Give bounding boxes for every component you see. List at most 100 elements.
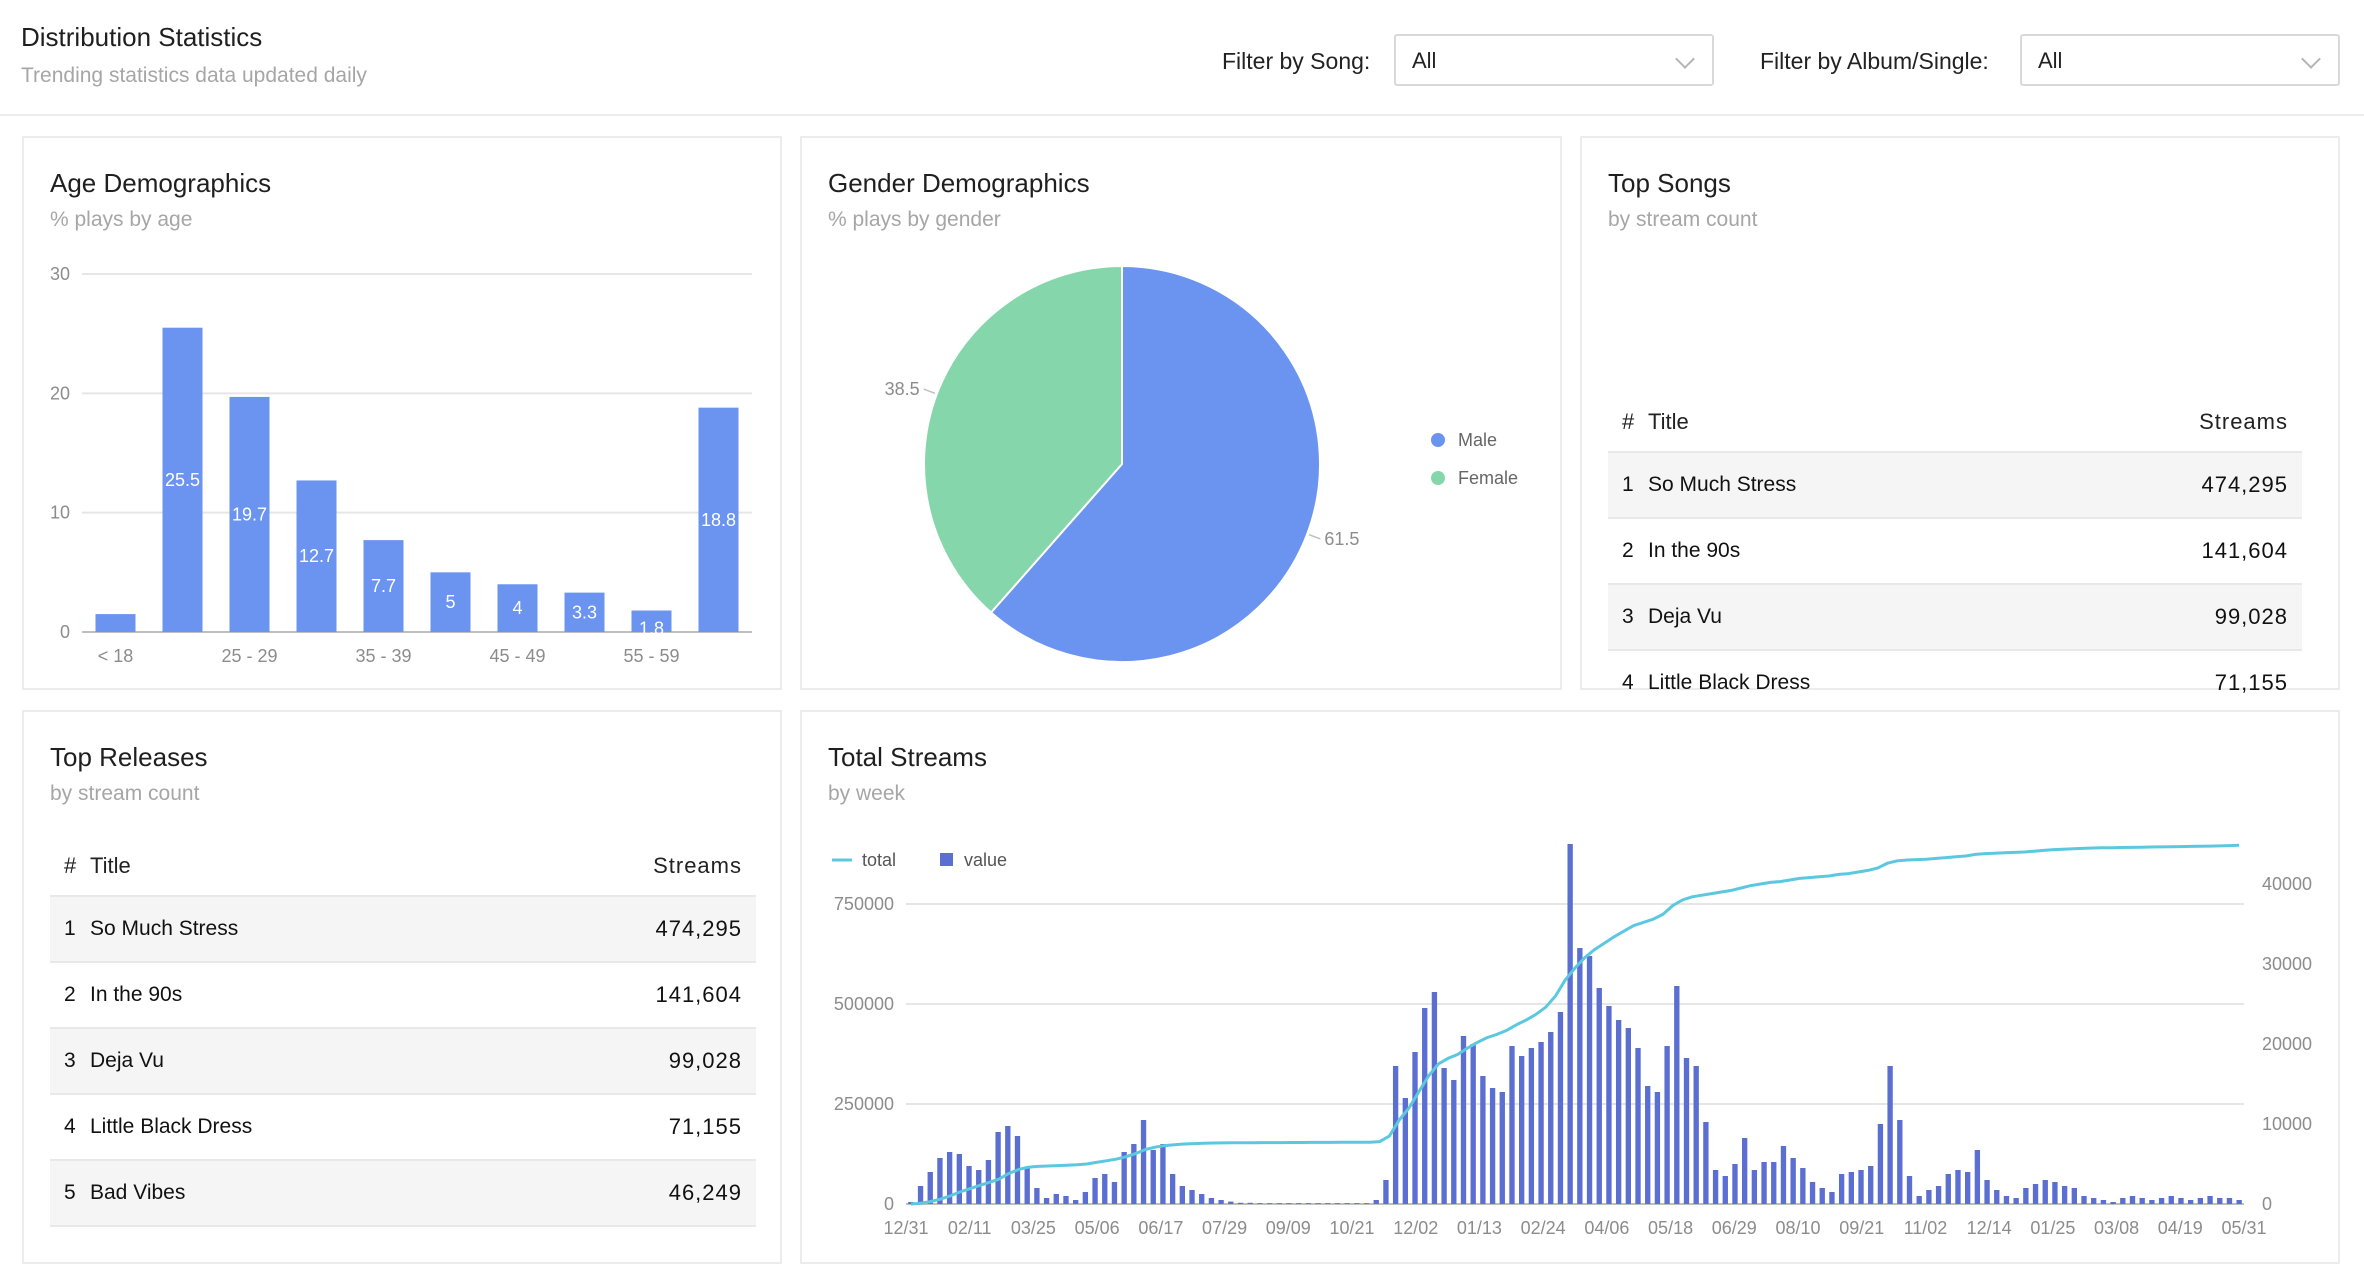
stream-bar[interactable] [1945, 1174, 1951, 1204]
stream-bar[interactable] [2158, 1198, 2165, 1204]
stream-bar[interactable] [956, 1154, 962, 1204]
filter-album-select[interactable]: All [2020, 34, 2340, 86]
stream-bar[interactable] [1751, 1170, 1758, 1204]
stream-bar[interactable] [1422, 1008, 1428, 1204]
stream-bar[interactable] [1286, 1203, 1292, 1204]
stream-bar[interactable] [1654, 1092, 1661, 1204]
stream-bar[interactable] [1596, 988, 1602, 1204]
stream-bar[interactable] [1877, 1124, 1884, 1204]
stream-bar[interactable] [1276, 1203, 1282, 1204]
stream-bar[interactable] [1674, 986, 1680, 1204]
age-bar[interactable] [698, 407, 739, 632]
stream-bar[interactable] [1519, 1056, 1525, 1204]
stream-bar[interactable] [1965, 1172, 1971, 1204]
table-row[interactable]: 3 Deja Vu 99,028 [1608, 584, 2302, 651]
stream-bar[interactable] [1247, 1202, 1253, 1204]
stream-bar[interactable] [1402, 1098, 1408, 1204]
stream-bar[interactable] [1635, 1048, 1641, 1204]
stream-bar[interactable] [995, 1132, 1001, 1204]
stream-bar[interactable] [1160, 1144, 1166, 1204]
stream-bar[interactable] [1228, 1201, 1234, 1204]
stream-bar[interactable] [1325, 1203, 1331, 1204]
stream-bar[interactable] [1189, 1190, 1195, 1204]
stream-bar[interactable] [2217, 1198, 2223, 1204]
stream-bar[interactable] [1140, 1120, 1147, 1204]
stream-bar[interactable] [1441, 1068, 1447, 1204]
stream-bar[interactable] [1237, 1202, 1244, 1204]
age-bar[interactable] [631, 610, 672, 632]
stream-bar[interactable] [937, 1158, 943, 1204]
stream-bar[interactable] [1412, 1052, 1418, 1204]
stream-bar[interactable] [1897, 1120, 1903, 1204]
stream-bar[interactable] [1683, 1058, 1690, 1204]
stream-bar[interactable] [1906, 1176, 1913, 1204]
stream-bar[interactable] [2081, 1196, 2087, 1204]
stream-bar[interactable] [2061, 1186, 2068, 1204]
stream-bar[interactable] [1354, 1203, 1360, 1204]
stream-bar[interactable] [2052, 1182, 2058, 1204]
table-row[interactable]: 1 So Much Stress 474,295 [50, 896, 756, 963]
stream-bar[interactable] [2226, 1198, 2233, 1204]
stream-bar[interactable] [1024, 1168, 1030, 1204]
stream-bar[interactable] [1460, 1036, 1467, 1204]
stream-bar[interactable] [1121, 1152, 1127, 1204]
stream-bar[interactable] [1868, 1166, 1874, 1204]
stream-bar[interactable] [1557, 1012, 1564, 1204]
stream-bar[interactable] [966, 1166, 972, 1204]
stream-bar[interactable] [1266, 1203, 1273, 1204]
stream-bar[interactable] [2003, 1196, 2010, 1204]
age-bar[interactable] [430, 572, 471, 632]
stream-bar[interactable] [1780, 1146, 1787, 1204]
age-bar[interactable] [363, 540, 404, 632]
table-row[interactable]: 3 Deja Vu 99,028 [50, 1028, 756, 1095]
stream-bar[interactable] [1092, 1178, 1098, 1204]
stream-bar[interactable] [1829, 1192, 1835, 1204]
stream-bar[interactable] [1111, 1182, 1118, 1204]
stream-bar[interactable] [1984, 1180, 1990, 1204]
stream-bar[interactable] [1131, 1144, 1137, 1204]
stream-bar[interactable] [2129, 1196, 2136, 1204]
stream-bar[interactable] [917, 1186, 924, 1204]
stream-bar[interactable] [1858, 1170, 1864, 1204]
stream-bar[interactable] [946, 1152, 953, 1204]
stream-bar[interactable] [1363, 1203, 1370, 1204]
stream-bar[interactable] [1955, 1170, 1961, 1204]
stream-bar[interactable] [1819, 1188, 1825, 1204]
stream-bar[interactable] [1034, 1188, 1040, 1204]
stream-bar[interactable] [1809, 1182, 1816, 1204]
age-bar[interactable] [95, 614, 136, 632]
stream-bar[interactable] [2197, 1198, 2204, 1204]
stream-bar[interactable] [1548, 1032, 1554, 1204]
stream-bar[interactable] [1315, 1203, 1321, 1204]
stream-bar[interactable] [1926, 1190, 1932, 1204]
stream-bar[interactable] [1538, 1042, 1544, 1204]
stream-bar[interactable] [2149, 1200, 2155, 1204]
age-bar[interactable] [162, 327, 203, 632]
stream-bar[interactable] [1208, 1198, 1215, 1204]
stream-bar[interactable] [1509, 1046, 1515, 1204]
stream-bar[interactable] [1586, 956, 1593, 1204]
stream-bar[interactable] [1528, 1048, 1535, 1204]
filter-song-select[interactable]: All [1394, 34, 1714, 86]
stream-bar[interactable] [1742, 1138, 1748, 1204]
stream-bar[interactable] [2120, 1198, 2126, 1204]
stream-bar[interactable] [1451, 1080, 1457, 1204]
stream-bar[interactable] [1043, 1198, 1050, 1204]
stream-bar[interactable] [1712, 1170, 1719, 1204]
table-row[interactable]: 4 Little Black Dress 71,155 [50, 1094, 756, 1161]
stream-bar[interactable] [1199, 1194, 1205, 1204]
stream-bar[interactable] [1392, 1066, 1399, 1204]
table-row[interactable]: 1 So Much Stress 474,295 [1608, 452, 2302, 519]
stream-bar[interactable] [1150, 1150, 1156, 1204]
stream-bar[interactable] [1645, 1086, 1651, 1204]
stream-bar[interactable] [1848, 1172, 1854, 1204]
stream-bar[interactable] [2168, 1196, 2174, 1204]
stream-bar[interactable] [1344, 1203, 1350, 1204]
stream-bar[interactable] [1305, 1203, 1312, 1204]
stream-bar[interactable] [1169, 1174, 1176, 1204]
stream-bar[interactable] [1606, 1006, 1612, 1204]
stream-bar[interactable] [1577, 948, 1583, 1204]
stream-bar[interactable] [2042, 1180, 2048, 1204]
stream-bar[interactable] [1916, 1196, 1922, 1204]
stream-bar[interactable] [1334, 1203, 1341, 1204]
